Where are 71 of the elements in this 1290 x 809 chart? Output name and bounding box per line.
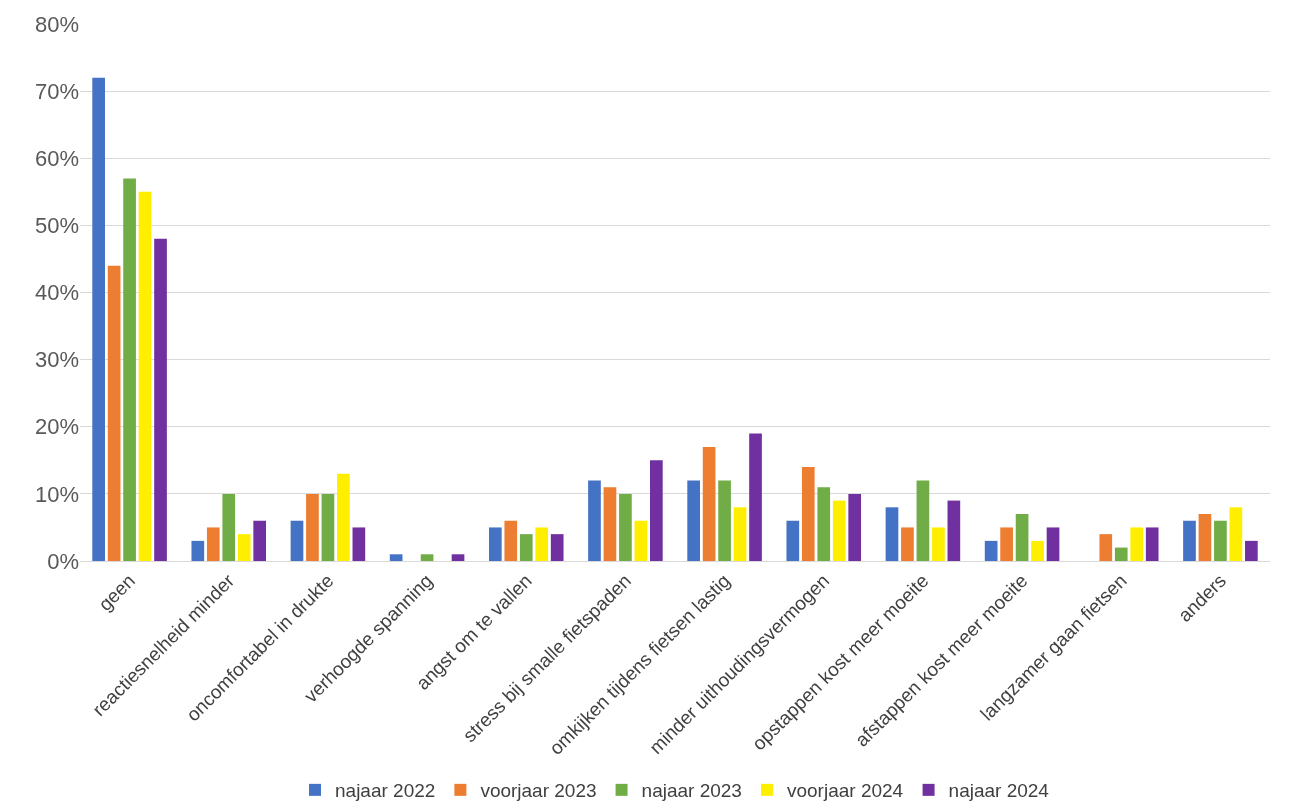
- y-tick-label: 70%: [34, 78, 79, 104]
- bar: [504, 520, 518, 561]
- y-tick-label: 10%: [34, 481, 79, 507]
- bar: [92, 77, 105, 561]
- bar: [817, 487, 831, 561]
- bar: [947, 500, 961, 561]
- bar: [603, 487, 617, 561]
- bar: [916, 480, 930, 561]
- bar: [901, 527, 914, 561]
- legend-label: voorjaar 2024: [786, 780, 904, 802]
- y-tick-label: 40%: [34, 280, 79, 306]
- bar: [749, 433, 762, 561]
- bar: [154, 238, 167, 561]
- bar: [253, 520, 267, 561]
- y-tick-label: 80%: [34, 11, 79, 37]
- legend-label: najaar 2024: [948, 780, 1050, 802]
- bar: [848, 493, 862, 561]
- y-tick-label: 50%: [34, 213, 79, 239]
- bar: [786, 520, 800, 561]
- bar: [619, 493, 632, 561]
- bar: [932, 527, 945, 561]
- bar: [389, 554, 403, 561]
- y-tick-label: 30%: [34, 347, 79, 373]
- bar: [718, 480, 731, 561]
- bar: [687, 480, 700, 561]
- bar: [451, 554, 465, 561]
- bar: [1099, 534, 1113, 561]
- bar: [885, 507, 899, 561]
- bar: [1000, 527, 1013, 561]
- bar: [191, 540, 205, 561]
- bar: [550, 534, 564, 561]
- bar: [1130, 527, 1144, 561]
- bar: [206, 527, 220, 561]
- bar: [337, 473, 350, 561]
- bar: [535, 527, 549, 561]
- bar: [1114, 547, 1128, 561]
- bar: [352, 527, 366, 561]
- bar: [138, 191, 152, 561]
- bar: [801, 467, 815, 561]
- bar: [650, 460, 663, 561]
- bar: [1046, 527, 1060, 561]
- bar: [237, 534, 251, 561]
- legend-label: najaar 2023: [641, 780, 742, 802]
- bar: [702, 446, 716, 561]
- bar: [634, 520, 648, 561]
- bar: [984, 540, 998, 561]
- bar: [733, 507, 747, 561]
- bar: [1183, 520, 1196, 561]
- bar: [832, 500, 846, 561]
- bar: [1198, 514, 1212, 561]
- bar: [588, 480, 601, 561]
- bar: [420, 554, 434, 561]
- bar: [1015, 514, 1029, 561]
- bar: [519, 534, 533, 561]
- bar: [222, 493, 236, 561]
- bar: [321, 493, 335, 561]
- bar: [1031, 540, 1044, 561]
- bar: [290, 520, 304, 561]
- y-tick-label: 20%: [34, 414, 79, 440]
- bar: [1214, 520, 1227, 561]
- bar: [107, 265, 121, 561]
- y-tick-label: 0%: [47, 548, 79, 574]
- bar: [488, 527, 502, 561]
- bar: [123, 178, 136, 561]
- bar: [1145, 527, 1159, 561]
- legend-label: najaar 2022: [335, 780, 436, 802]
- legend-label: voorjaar 2023: [480, 780, 597, 802]
- bar: [306, 493, 319, 561]
- bar: [1245, 540, 1258, 561]
- y-tick-label: 60%: [34, 145, 79, 171]
- bar: [1229, 507, 1243, 561]
